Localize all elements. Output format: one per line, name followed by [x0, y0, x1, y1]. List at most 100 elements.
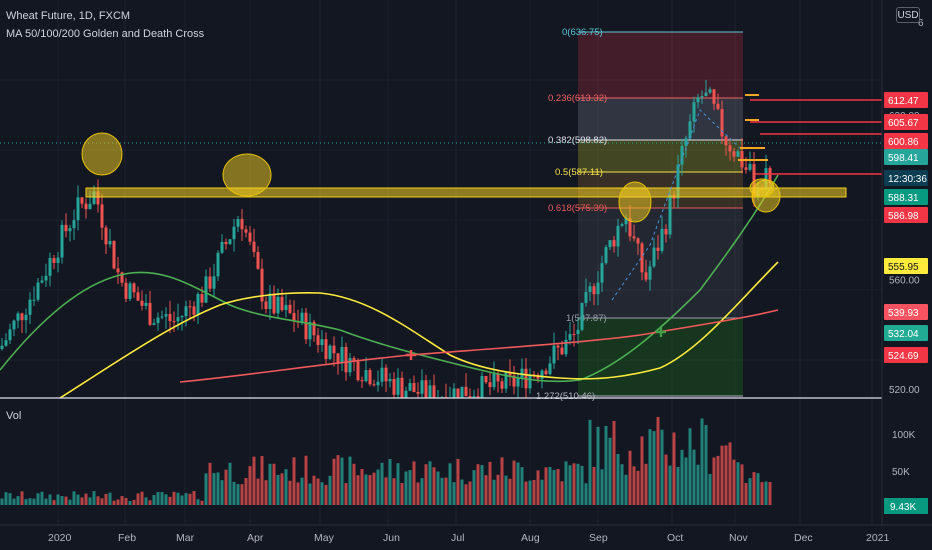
volume-bar	[496, 474, 500, 505]
candle-body	[304, 312, 308, 340]
candle-body	[84, 203, 88, 210]
candle-body	[648, 266, 652, 280]
time-axis-label: May	[314, 532, 335, 544]
candle-body	[280, 296, 284, 311]
volume-bar	[132, 499, 136, 505]
candle-body	[620, 224, 624, 226]
volume-bar	[164, 494, 168, 505]
volume-bar	[604, 426, 608, 505]
currency-button[interactable]: USD	[896, 7, 920, 23]
candle-body	[360, 380, 364, 382]
candle-body	[388, 379, 392, 382]
volume-bar	[316, 478, 320, 505]
candle-body	[344, 347, 348, 373]
candle-body	[608, 240, 612, 248]
candle-body	[120, 272, 124, 283]
candle-body	[308, 322, 312, 340]
candle-body	[752, 164, 756, 198]
volume-bar	[112, 500, 116, 505]
candle-body	[528, 374, 532, 389]
candle-body	[428, 385, 432, 398]
fib-level-label: 0.236(613.32)	[548, 93, 607, 104]
volume-bar	[160, 492, 164, 505]
price-tick: 560.00	[889, 275, 920, 286]
volume-tag: 9.43K	[884, 498, 928, 514]
time-axis-label: Sep	[589, 532, 608, 544]
volume-bar	[108, 492, 112, 505]
candle-body	[700, 96, 704, 98]
indicator-legend[interactable]: MA 50/100/200 Golden and Death Cross	[6, 28, 205, 40]
price-tag-label: 588.31	[888, 193, 919, 204]
volume-tag-bg	[884, 498, 928, 514]
price-tag-label: 532.04	[888, 329, 919, 340]
volume-bar	[76, 494, 80, 505]
volume-bar	[168, 496, 172, 505]
volume-bar	[152, 494, 156, 505]
candle-body	[640, 243, 644, 273]
volume-bar	[696, 464, 700, 505]
grid-lines	[0, 0, 882, 525]
price-tag: 555.95	[884, 258, 928, 274]
volume-bar	[148, 500, 152, 505]
volume-bar	[208, 462, 212, 505]
volume-label[interactable]: Vol	[6, 410, 22, 422]
volume-bar	[748, 478, 752, 505]
candle-body	[268, 293, 272, 310]
volume-bar	[224, 469, 228, 505]
volume-bar	[96, 496, 100, 505]
candle-body	[376, 381, 380, 386]
candle-body	[152, 323, 156, 325]
volume-bar	[380, 462, 384, 505]
volume-bar	[524, 481, 528, 505]
candle-body	[132, 283, 136, 293]
volume-bar	[120, 496, 124, 505]
volume-bar	[624, 474, 628, 505]
volume-bar	[608, 437, 612, 505]
volume-bar	[236, 484, 240, 505]
candle-body	[480, 376, 484, 398]
candle-body	[612, 240, 616, 247]
volume-bar	[0, 498, 4, 505]
symbol-title[interactable]: Wheat Future, 1D, FXCM	[6, 10, 131, 22]
golden-cross-marker	[656, 327, 666, 337]
volume-bar	[672, 432, 676, 505]
candle-body	[204, 276, 208, 303]
candle-body	[20, 313, 24, 321]
volume-bar	[668, 465, 672, 505]
volume-bar	[572, 463, 576, 505]
fib-level-label: 0(636.75)	[562, 27, 603, 38]
volume-bar	[140, 491, 144, 505]
volume-bar	[444, 477, 448, 505]
volume-bar	[384, 477, 388, 505]
candle-body	[312, 322, 316, 336]
volume-bar	[320, 482, 324, 505]
volume-bar	[36, 493, 40, 505]
candle-body	[248, 232, 252, 242]
volume-bar	[204, 473, 208, 505]
price-tag-label: 598.41	[888, 153, 919, 164]
candle-body	[568, 334, 572, 340]
candle-body	[324, 339, 328, 359]
volume-bar	[16, 496, 20, 505]
fib-level-label: 0.5(587.11)	[555, 167, 603, 178]
candle-body	[52, 258, 56, 263]
volume-bar	[336, 455, 340, 505]
candle-body	[708, 89, 712, 93]
volume-bar	[600, 469, 604, 505]
candle-body	[724, 136, 728, 146]
volume-bar	[704, 425, 708, 505]
volume-bar	[652, 431, 656, 505]
price-tag: 588.31	[884, 189, 928, 205]
volume-bar	[480, 465, 484, 505]
volume-bar	[20, 491, 24, 505]
orange-level-marks	[738, 94, 768, 161]
fib-level-label: 1(537.87)	[566, 313, 607, 324]
candle-body	[632, 236, 636, 239]
candle-body	[492, 373, 496, 388]
volume-bar	[660, 429, 664, 505]
volume-bar	[352, 463, 356, 505]
fib-level-label: 1.272(510.46)	[536, 391, 595, 402]
highlight-circle	[222, 153, 272, 197]
time-axis-label: Mar	[176, 532, 195, 544]
